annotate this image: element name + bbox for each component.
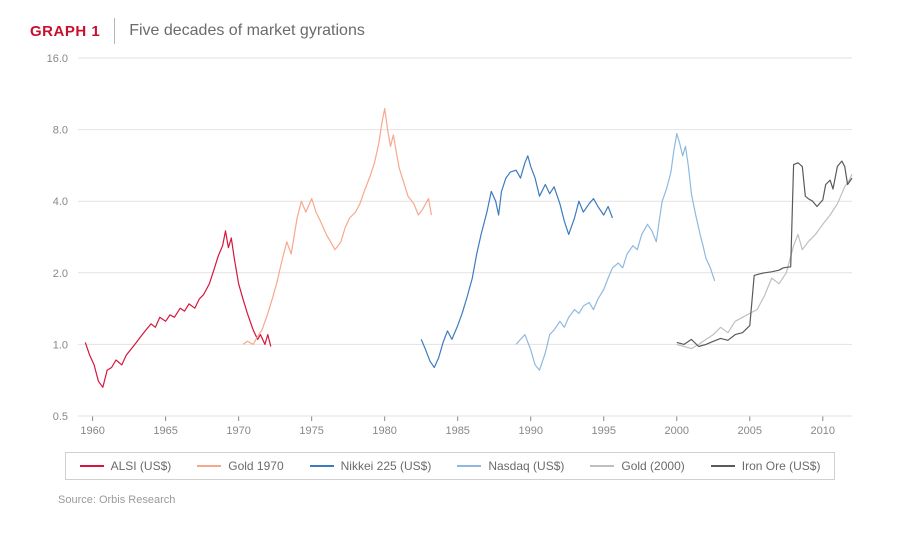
series-line bbox=[677, 161, 852, 346]
chart-title: Five decades of market gyrations bbox=[129, 22, 365, 40]
svg-text:4.0: 4.0 bbox=[53, 196, 68, 208]
legend-label: ALSI (US$) bbox=[111, 459, 172, 473]
legend-item: Gold (2000) bbox=[590, 459, 684, 473]
svg-text:16.0: 16.0 bbox=[47, 53, 68, 65]
chart-source: Source: Orbis Research bbox=[58, 494, 870, 506]
series-line bbox=[677, 174, 852, 349]
svg-text:1960: 1960 bbox=[80, 425, 104, 437]
legend-swatch bbox=[197, 465, 221, 467]
legend-swatch bbox=[711, 465, 735, 467]
graph-tag: GRAPH 1 bbox=[30, 23, 100, 40]
legend-item: ALSI (US$) bbox=[80, 459, 172, 473]
svg-text:2005: 2005 bbox=[738, 425, 762, 437]
svg-text:2.0: 2.0 bbox=[53, 268, 68, 280]
chart-legend: ALSI (US$) Gold 1970 Nikkei 225 (US$) Nasda… bbox=[65, 452, 836, 480]
legend-label: Gold (2000) bbox=[621, 459, 684, 473]
legend-swatch bbox=[80, 465, 104, 467]
svg-text:8.0: 8.0 bbox=[53, 125, 68, 137]
svg-text:1.0: 1.0 bbox=[53, 339, 68, 351]
legend-label: Gold 1970 bbox=[228, 459, 283, 473]
legend-item: Iron Ore (US$) bbox=[711, 459, 821, 473]
legend-item: Gold 1970 bbox=[197, 459, 283, 473]
series-line bbox=[516, 134, 715, 371]
series-line bbox=[243, 109, 431, 345]
svg-text:1985: 1985 bbox=[445, 425, 469, 437]
legend-label: Iron Ore (US$) bbox=[742, 459, 821, 473]
svg-text:1990: 1990 bbox=[518, 425, 542, 437]
legend-item: Nikkei 225 (US$) bbox=[310, 459, 432, 473]
svg-text:0.5: 0.5 bbox=[53, 411, 68, 423]
svg-text:1965: 1965 bbox=[153, 425, 177, 437]
series-line bbox=[85, 231, 270, 387]
legend-swatch bbox=[310, 465, 334, 467]
title-separator bbox=[114, 18, 115, 44]
legend-label: Nasdaq (US$) bbox=[488, 459, 564, 473]
svg-text:1970: 1970 bbox=[226, 425, 250, 437]
legend-swatch bbox=[457, 465, 481, 467]
legend-item: Nasdaq (US$) bbox=[457, 459, 564, 473]
line-chart: 0.5 1.0 2.0 4.0 8.0 16.0 1960 1965 1970 1975 1980 1… bbox=[30, 52, 870, 442]
series-line bbox=[421, 156, 612, 368]
svg-text:1995: 1995 bbox=[591, 425, 615, 437]
svg-text:2010: 2010 bbox=[811, 425, 835, 437]
chart-header: GRAPH 1 Five decades of market gyrations bbox=[30, 18, 870, 44]
legend-label: Nikkei 225 (US$) bbox=[341, 459, 432, 473]
svg-text:2000: 2000 bbox=[665, 425, 689, 437]
svg-text:1980: 1980 bbox=[372, 425, 396, 437]
svg-text:1975: 1975 bbox=[299, 425, 323, 437]
legend-swatch bbox=[590, 465, 614, 467]
